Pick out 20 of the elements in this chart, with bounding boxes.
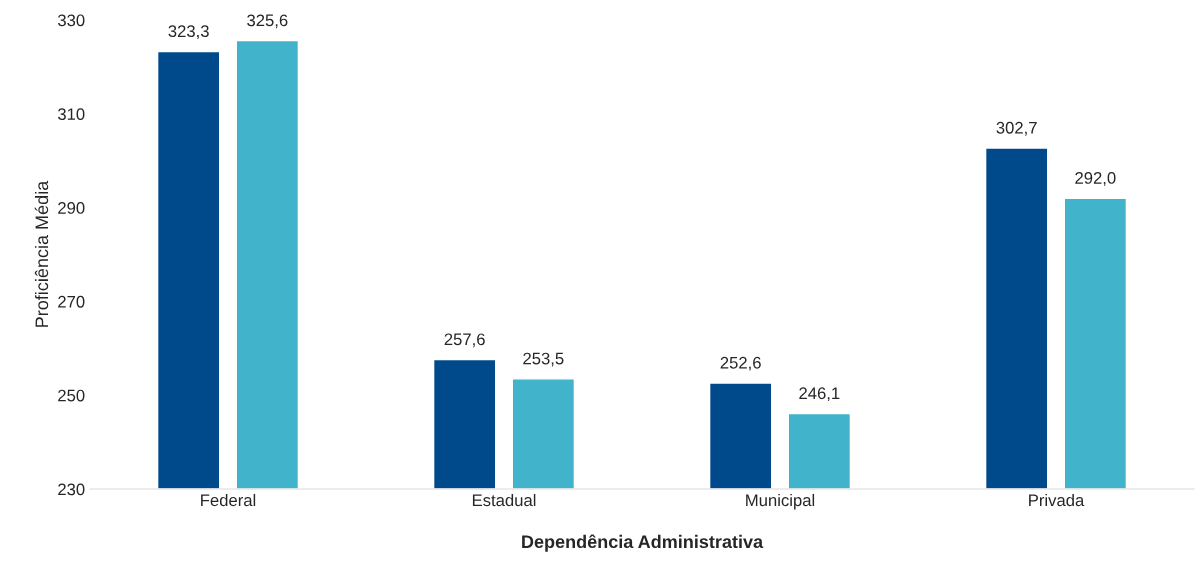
data-label: 323,3 xyxy=(168,25,209,40)
y-tick-label: 250 xyxy=(58,389,85,402)
y-axis-title: Proficiência Média xyxy=(34,180,49,327)
x-tick-label: Municipal xyxy=(746,493,815,510)
data-label: 253,5 xyxy=(523,352,564,367)
x-tick-label: Privada xyxy=(1029,493,1085,507)
y-tick-label: 270 xyxy=(58,295,85,308)
y-tick-label: 310 xyxy=(57,108,85,121)
x-axis-title: Dependência Administrativa xyxy=(522,534,764,552)
data-label: 292,0 xyxy=(1075,172,1116,186)
data-label: 246,1 xyxy=(799,387,840,402)
y-tick-label: 230 xyxy=(58,483,85,496)
x-tick-label: Estadual xyxy=(472,493,536,507)
y-tick-label: 290 xyxy=(58,202,85,214)
data-label: 302,7 xyxy=(996,121,1037,136)
data-label: 252,6 xyxy=(720,356,761,371)
y-tick-label: 330 xyxy=(57,14,85,27)
data-label: 325,6 xyxy=(247,14,288,29)
data-label: 257,6 xyxy=(444,333,485,348)
x-tick-label: Federal xyxy=(201,493,256,507)
